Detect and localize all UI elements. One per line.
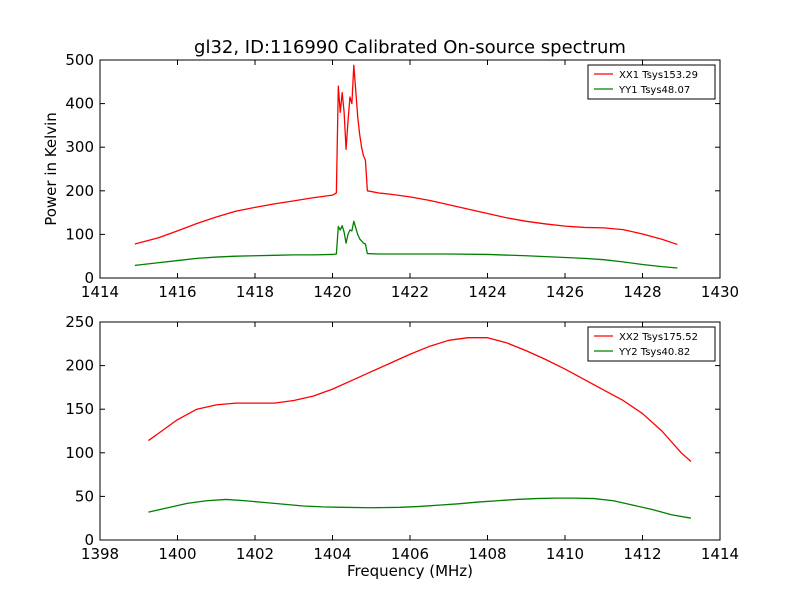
bottom-y-tick-label: 100 bbox=[65, 444, 94, 462]
bottom-x-tick-label: 1402 bbox=[236, 545, 274, 563]
bottom-y-tick-label: 150 bbox=[65, 400, 94, 418]
top-x-tick-label: 1426 bbox=[546, 283, 584, 301]
top-x-tick-label: 1416 bbox=[158, 283, 196, 301]
top-x-tick-label: 1420 bbox=[313, 283, 351, 301]
top-y-tick-label: 300 bbox=[65, 138, 94, 156]
bottom-x-tick-label: 1400 bbox=[158, 545, 196, 563]
bottom-legend-label-xx2: XX2 Tsys175.52 bbox=[619, 332, 698, 343]
bottom-series-line-xx bbox=[148, 337, 692, 463]
top-y-tick-label: 400 bbox=[65, 95, 94, 113]
bottom-series-line-yy bbox=[148, 497, 692, 519]
top-y-tick-label: 500 bbox=[65, 51, 94, 69]
bottom-x-tick-label: 1412 bbox=[623, 545, 661, 563]
bottom-legend-label-yy2: YY2 Tsys40.82 bbox=[618, 347, 690, 358]
top-x-tick-label: 1430 bbox=[701, 283, 739, 301]
bottom-panel: 1398 1400 1402 1404 1406 1408 1410 1412 1414 0 50 1… bbox=[65, 313, 739, 580]
top-legend-box bbox=[587, 64, 716, 100]
top-panel-legend: XX1 Tsys153.29 YY1 Tsys48.07 bbox=[587, 64, 716, 100]
top-series-line-yy bbox=[134, 220, 678, 269]
bottom-panel-ticks: 1398 1400 1402 1404 1406 1408 1410 1412 1414 0 50 1… bbox=[65, 313, 739, 563]
bottom-x-tick-label: 1406 bbox=[391, 545, 429, 563]
bottom-x-tick-label: 1408 bbox=[468, 545, 506, 563]
bottom-x-tick-label: 1414 bbox=[701, 545, 739, 563]
top-x-tick-label: 1422 bbox=[391, 283, 429, 301]
top-legend-label-xx1: XX1 Tsys153.29 bbox=[619, 70, 698, 81]
top-panel: 1414 1416 1418 1420 1422 1424 1426 1428 1430 0 100… bbox=[42, 51, 739, 301]
top-y-tick-label: 100 bbox=[65, 225, 94, 243]
top-y-tick-label: 200 bbox=[65, 182, 94, 200]
bottom-y-tick-label: 50 bbox=[75, 487, 94, 505]
bottom-y-tick-label: 0 bbox=[84, 531, 94, 549]
top-x-tick-label: 1428 bbox=[623, 283, 661, 301]
figure-title: gl32, ID:116990 Calibrated On-source spe… bbox=[194, 37, 626, 58]
bottom-x-tick-label: 1404 bbox=[313, 545, 351, 563]
bottom-panel-x-axis-label: Frequency (MHz) bbox=[347, 562, 473, 580]
bottom-x-tick-label: 1410 bbox=[546, 545, 584, 563]
bottom-y-tick-label: 200 bbox=[65, 357, 94, 375]
top-x-tick-label: 1414 bbox=[81, 283, 119, 301]
top-panel-series-group bbox=[134, 64, 678, 269]
bottom-legend-box bbox=[587, 326, 716, 362]
top-series-line-xx bbox=[134, 64, 678, 246]
top-x-tick-label: 1424 bbox=[468, 283, 506, 301]
bottom-panel-legend: XX2 Tsys175.52 YY2 Tsys40.82 bbox=[587, 326, 716, 362]
top-y-tick-label: 0 bbox=[84, 269, 94, 287]
top-legend-label-yy1: YY1 Tsys48.07 bbox=[618, 85, 690, 96]
bottom-x-tick-label: 1398 bbox=[81, 545, 119, 563]
top-x-tick-label: 1418 bbox=[236, 283, 274, 301]
top-panel-y-axis-label: Power in Kelvin bbox=[42, 112, 60, 226]
top-panel-ticks: 1414 1416 1418 1420 1422 1424 1426 1428 1430 0 100… bbox=[65, 51, 739, 301]
bottom-panel-series-group bbox=[148, 337, 692, 519]
bottom-y-tick-label: 250 bbox=[65, 313, 94, 331]
